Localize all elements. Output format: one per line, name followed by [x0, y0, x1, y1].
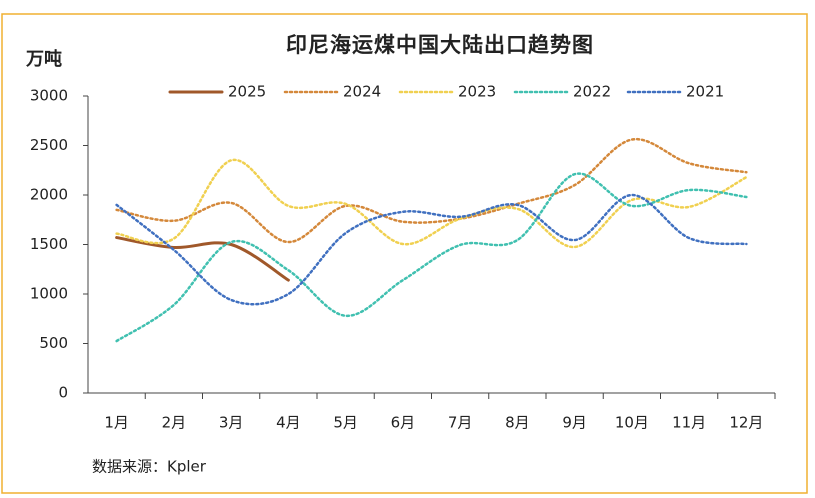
y-tick-label: 2000 — [30, 186, 68, 204]
y-tick-label: 0 — [58, 384, 68, 402]
legend-label: 2023 — [458, 83, 496, 101]
series-line — [115, 172, 748, 343]
y-tick-label: 500 — [39, 334, 68, 352]
legend-label: 2025 — [228, 83, 266, 101]
x-tick-label: 12月 — [729, 414, 763, 432]
y-tick-label: 1000 — [30, 285, 68, 303]
x-tick-label: 3月 — [219, 414, 244, 432]
x-tick-label: 2月 — [162, 414, 187, 432]
legend-label: 2024 — [343, 83, 381, 101]
series-line — [115, 236, 290, 282]
x-tick-label: 8月 — [505, 414, 530, 432]
y-axis-unit: 万吨 — [25, 48, 62, 70]
x-tick-label: 4月 — [276, 414, 301, 432]
series-line — [115, 137, 748, 244]
x-tick-label: 9月 — [562, 414, 587, 432]
x-tick-label: 10月 — [615, 414, 649, 432]
x-tick-label: 6月 — [391, 414, 416, 432]
x-tick-label: 7月 — [448, 414, 473, 432]
legend-label: 2021 — [686, 83, 724, 101]
legend-label: 2022 — [573, 83, 611, 101]
source: 数据来源：Kpler — [92, 458, 207, 476]
y-tick-label: 1500 — [30, 235, 68, 253]
y-tick-label: 2500 — [30, 136, 68, 154]
series-line — [115, 193, 748, 306]
x-tick-label: 1月 — [104, 414, 129, 432]
frame — [1, 13, 808, 494]
x-tick-label: 11月 — [672, 414, 706, 432]
x-tick-label: 5月 — [333, 414, 358, 432]
chart-title: 印尼海运煤中国大陆出口趋势图 — [286, 33, 594, 57]
series-line — [115, 158, 748, 249]
y-tick-label: 3000 — [30, 87, 68, 105]
